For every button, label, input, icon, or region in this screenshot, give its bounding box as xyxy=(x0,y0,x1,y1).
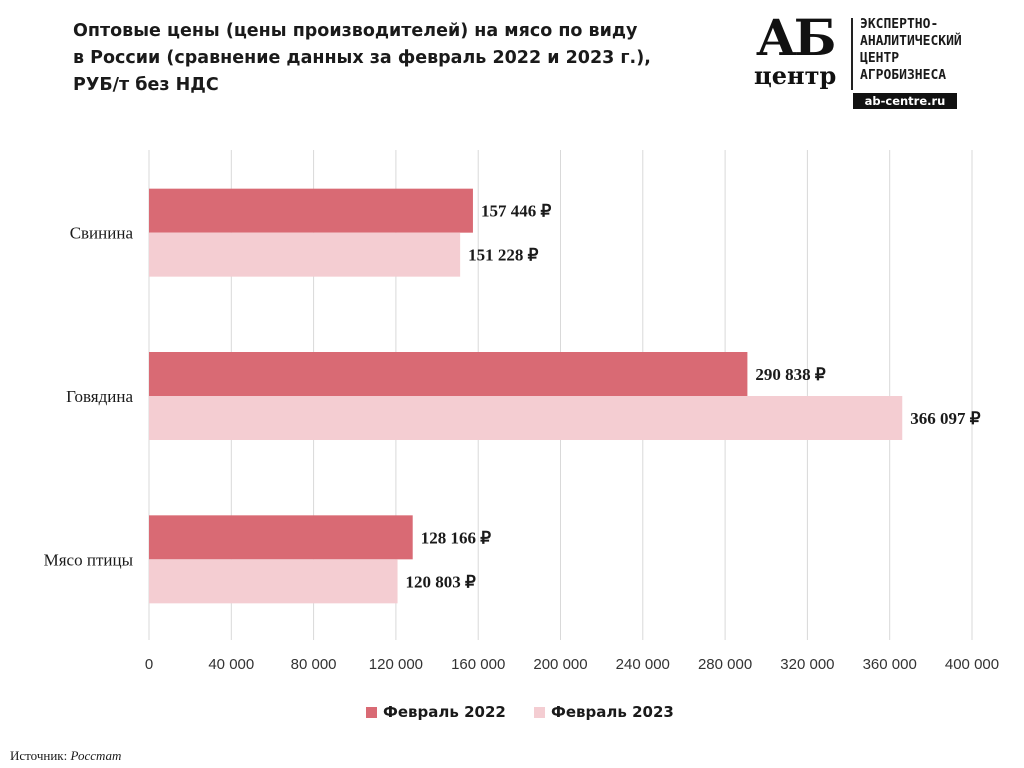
bar-chart: 157 446 ₽ 151 228 ₽ 290 838 ₽ 366 097 ₽ 128 … xyxy=(44,150,999,673)
logo-mark-ab: АБ xyxy=(756,8,836,67)
data-labels: 157 446 ₽ 151 228 ₽ 290 838 ₽ 366 097 ₽ 128 … xyxy=(406,202,981,592)
source-label: Источник: xyxy=(10,748,68,763)
x-tick-label: 120 000 xyxy=(369,656,423,673)
logo-mark-centr: центр xyxy=(754,61,837,90)
x-tick-label: 360 000 xyxy=(863,656,917,673)
bar xyxy=(149,232,461,277)
logo-org-name: ЭКСПЕРТНО- АНАЛИТИЧЕСКИЙ ЦЕНТР АГРОБИЗНЕ… xyxy=(860,16,962,84)
category-label: Говядина xyxy=(66,387,133,406)
x-tick-label: 160 000 xyxy=(451,656,505,673)
logo-org-line: ЭКСПЕРТНО- xyxy=(860,17,939,32)
legend-item-feb-2022: Февраль 2022 xyxy=(366,700,506,724)
x-tick-label: 400 000 xyxy=(945,656,999,673)
data-label: 151 228 ₽ xyxy=(468,246,539,265)
data-label: 366 097 ₽ xyxy=(910,409,981,428)
logo-org-line: АГРОБИЗНЕСА xyxy=(860,68,947,83)
legend-label: Февраль 2023 xyxy=(551,703,674,721)
data-label: 157 446 ₽ xyxy=(481,202,552,221)
title-line: Оптовые цены (цены производителей) на мя… xyxy=(73,21,638,41)
logo-site-url: ab-centre.ru xyxy=(853,93,957,109)
data-label: 128 166 ₽ xyxy=(421,528,492,547)
legend-swatch xyxy=(366,706,377,718)
bar xyxy=(149,352,748,396)
x-tick-label: 80 000 xyxy=(291,656,337,673)
bar xyxy=(149,559,398,604)
x-axis-tick-labels: 0 40 000 80 000 120 000 160 000 200 000 240 00… xyxy=(145,656,999,673)
legend-swatch xyxy=(534,706,545,718)
category-labels: Свинина Говядина Мясо птицы xyxy=(44,224,134,570)
ab-centre-logo: АБ центр ЭКСПЕРТНО- АНАЛИТИЧЕСКИЙ ЦЕНТР … xyxy=(752,10,1022,110)
x-tick-label: 0 xyxy=(145,656,153,673)
x-tick-label: 280 000 xyxy=(698,656,752,673)
category-label: Мясо птицы xyxy=(44,550,134,569)
x-tick-label: 320 000 xyxy=(780,656,834,673)
bar xyxy=(149,188,473,233)
logo-mark: АБ центр xyxy=(752,10,846,110)
legend-label: Февраль 2022 xyxy=(383,703,506,721)
chart-title: Оптовые цены (цены производителей) на мя… xyxy=(73,18,673,99)
data-label: 120 803 ₽ xyxy=(406,572,477,591)
category-label: Свинина xyxy=(70,224,134,243)
x-tick-label: 40 000 xyxy=(208,656,254,673)
x-tick-label: 200 000 xyxy=(533,656,587,673)
logo-org-line: ЦЕНТР xyxy=(860,51,900,66)
legend: Февраль 2022 Февраль 2023 xyxy=(0,700,1024,724)
bar xyxy=(149,396,903,440)
bars xyxy=(149,188,903,604)
x-tick-label: 240 000 xyxy=(616,656,670,673)
logo-org-line: АНАЛИТИЧЕСКИЙ xyxy=(860,34,962,49)
source-note: Источник: Росстат xyxy=(10,748,121,764)
title-line: РУБ/т без НДС xyxy=(73,75,219,95)
logo-divider xyxy=(851,18,853,90)
title-line: в России (сравнение данных за февраль 20… xyxy=(73,48,651,68)
bar xyxy=(149,515,413,560)
legend-item-feb-2023: Февраль 2023 xyxy=(534,700,674,724)
source-name: Росстат xyxy=(70,748,122,763)
data-label: 290 838 ₽ xyxy=(755,365,826,384)
